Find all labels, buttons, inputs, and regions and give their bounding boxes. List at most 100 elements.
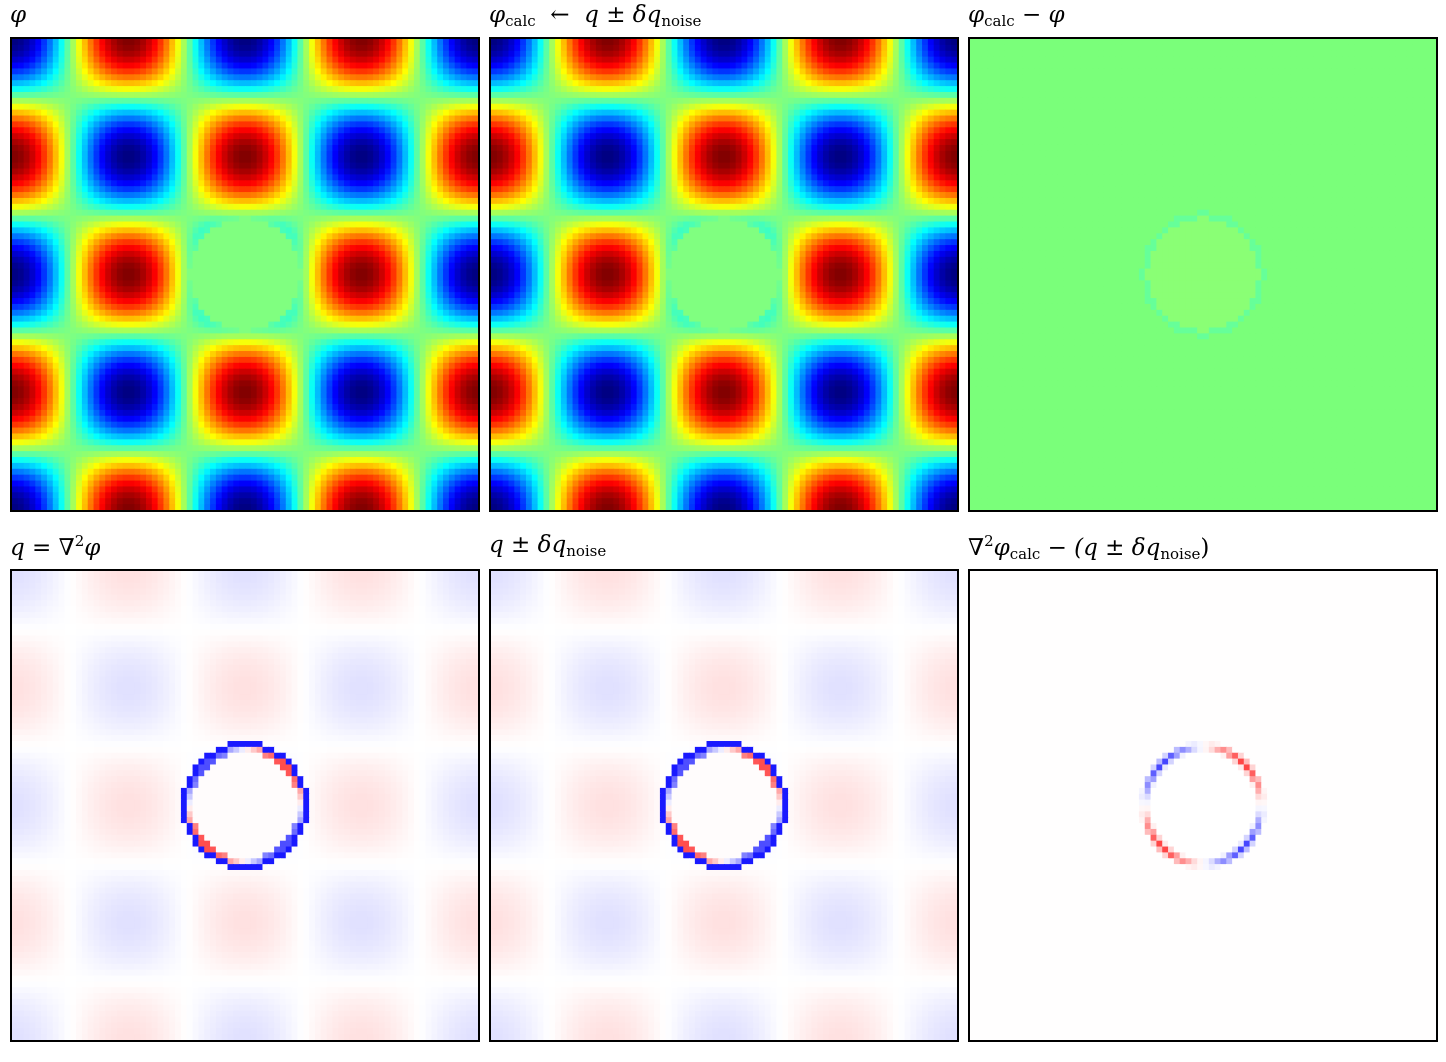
heatmap-cell [419, 256, 427, 264]
heatmap-cell [256, 227, 264, 234]
heatmap-cell [338, 156, 345, 164]
heatmap-cell [256, 298, 264, 305]
heatmap-cell [116, 380, 124, 388]
heatmap-cell [326, 315, 334, 323]
heatmap-cell [76, 345, 83, 352]
heatmap-cell [180, 68, 188, 76]
heatmap-cell [256, 239, 264, 246]
heatmap-cell [105, 392, 112, 399]
heatmap-cell [355, 162, 363, 170]
heatmap-cell [448, 133, 456, 140]
heatmap-cell [291, 121, 299, 129]
heatmap-cell [151, 127, 159, 134]
heatmap-cell [384, 321, 392, 329]
heatmap-cell [134, 309, 141, 317]
heatmap-cell [384, 392, 392, 399]
heatmap-cell [285, 109, 293, 117]
heatmap-cell [58, 133, 66, 140]
heatmap-cell [198, 109, 205, 117]
heatmap-cell [274, 180, 281, 187]
heatmap-cell [29, 168, 36, 176]
heatmap-cell [41, 127, 48, 134]
heatmap-cell [408, 133, 415, 140]
heatmap-cell [180, 203, 188, 211]
heatmap-cell [361, 227, 369, 234]
heatmap-cell [210, 197, 217, 205]
heatmap-cell [361, 221, 369, 229]
heatmap-cell [431, 121, 438, 129]
heatmap-cell [349, 80, 357, 87]
heatmap-cell [204, 97, 211, 105]
heatmap-cell [425, 103, 433, 111]
heatmap-cell [454, 192, 462, 199]
heatmap-cell [279, 227, 287, 234]
heatmap-cell [460, 227, 468, 234]
heatmap-cell [239, 374, 246, 382]
heatmap-cell [472, 150, 478, 158]
heatmap-cell [314, 256, 322, 264]
heatmap-cell [204, 109, 211, 117]
heatmap-cell [145, 368, 153, 376]
heatmap-cell [227, 368, 235, 376]
heatmap-cell [431, 133, 438, 140]
heatmap-cell [245, 121, 252, 129]
heatmap-cell [87, 268, 95, 276]
heatmap-cell [443, 239, 450, 246]
heatmap-cell [431, 62, 438, 70]
heatmap-cell [180, 303, 188, 311]
heatmap-cell [472, 298, 478, 305]
heatmap-cell [309, 192, 316, 199]
heatmap-cell [285, 262, 293, 270]
heatmap-cell [12, 256, 19, 264]
heatmap-cell [402, 103, 409, 111]
heatmap-cell [70, 386, 77, 393]
heatmap-cell [355, 62, 363, 70]
heatmap-cell [472, 74, 478, 81]
heatmap-cell [58, 62, 66, 70]
heatmap-cell [221, 274, 229, 282]
heatmap-cell [344, 280, 351, 287]
heatmap-cell [262, 139, 269, 146]
heatmap-cell [349, 180, 357, 187]
heatmap-cell [35, 133, 42, 140]
heatmap-cell [23, 115, 31, 123]
heatmap-cell [384, 368, 392, 376]
heatmap-cell [35, 221, 42, 229]
heatmap-cell [81, 368, 89, 376]
heatmap-cell [12, 180, 19, 187]
heatmap-cell [87, 115, 95, 123]
heatmap-cell [367, 392, 374, 399]
heatmap-cell [35, 315, 42, 323]
heatmap-cell [344, 380, 351, 388]
heatmap-cell [151, 339, 159, 346]
heatmap-cell [378, 239, 386, 246]
heatmap-cell [361, 56, 369, 64]
heatmap-cell [204, 168, 211, 176]
heatmap-cell [268, 80, 275, 87]
heatmap-cell [35, 197, 42, 205]
heatmap-cell [466, 127, 473, 134]
heatmap-cell [186, 362, 194, 370]
heatmap-cell [215, 245, 223, 252]
heatmap-cell [52, 239, 60, 246]
heatmap-cell [215, 392, 223, 399]
heatmap-cell [274, 221, 281, 229]
heatmap-cell [314, 280, 322, 287]
heatmap-cell [303, 186, 310, 193]
heatmap-cell [116, 362, 124, 370]
heatmap-cell [140, 339, 147, 346]
heatmap-cell [274, 86, 281, 93]
heatmap-cell [378, 286, 386, 293]
heatmap-cell [233, 274, 240, 282]
heatmap-cell [52, 139, 60, 146]
heatmap-cell [111, 86, 118, 93]
heatmap-cell [355, 127, 363, 134]
heatmap-cell [233, 109, 240, 117]
heatmap-cell [81, 156, 89, 164]
heatmap-cell [128, 404, 136, 411]
heatmap-cell [413, 386, 421, 393]
heatmap-cell [390, 186, 398, 193]
heatmap-cell [303, 103, 310, 111]
heatmap-cell [58, 139, 66, 146]
heatmap-cell [198, 368, 205, 376]
